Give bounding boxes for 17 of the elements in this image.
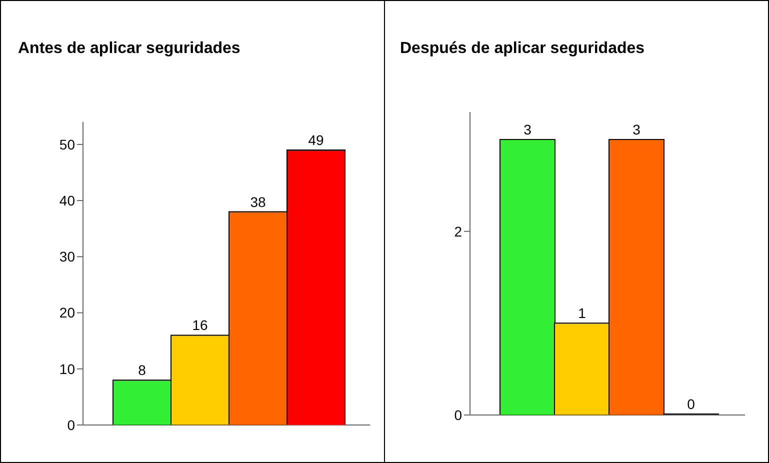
y-tick-label: 30: [59, 248, 76, 265]
data-label: 49: [308, 132, 324, 148]
data-label: 16: [192, 317, 208, 334]
y-tick-label: 50: [59, 136, 76, 152]
data-label: 8: [138, 362, 146, 378]
data-label: 1: [578, 305, 586, 322]
data-label: 38: [250, 194, 266, 210]
y-tick-label: 0: [67, 416, 76, 433]
data-label: 0: [687, 396, 696, 412]
y-tick-label: 10: [59, 360, 76, 377]
chart-title: Después de aplicar seguridades: [400, 40, 645, 58]
y-tick-label: 20: [59, 304, 76, 321]
y-tick-label: 40: [59, 192, 76, 209]
chart-title: Antes de aplicar seguridades: [18, 40, 240, 58]
data-label: 3: [524, 122, 532, 138]
y-tick-label: 2: [454, 223, 462, 240]
data-label: 3: [632, 122, 641, 138]
